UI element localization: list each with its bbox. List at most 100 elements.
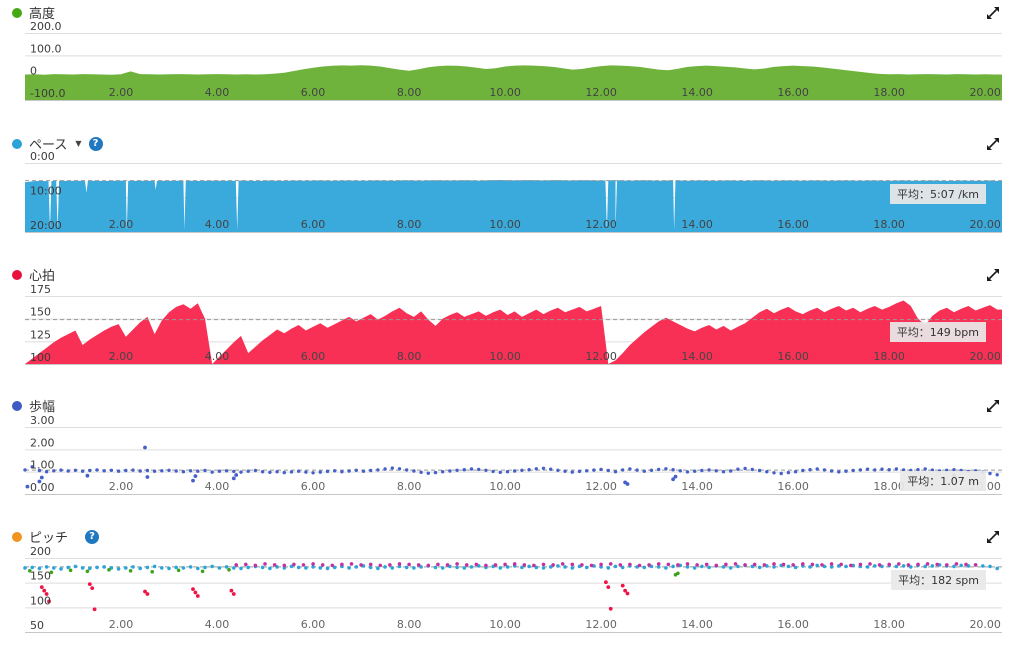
svg-text:20.00: 20.00 bbox=[969, 218, 1001, 231]
help-icon[interactable]: ? bbox=[88, 136, 103, 151]
svg-text:8.00: 8.00 bbox=[397, 350, 422, 363]
svg-text:10.00: 10.00 bbox=[489, 618, 521, 631]
svg-text:6.00: 6.00 bbox=[301, 618, 326, 631]
chart-header: 高度 bbox=[12, 3, 55, 22]
svg-text:6.00: 6.00 bbox=[301, 480, 326, 493]
svg-text:10.00: 10.00 bbox=[489, 480, 521, 493]
chevron-down-icon[interactable]: ▼ bbox=[75, 139, 82, 148]
svg-text:8.00: 8.00 bbox=[397, 480, 422, 493]
svg-text:2.00: 2.00 bbox=[109, 618, 134, 631]
svg-text:10.00: 10.00 bbox=[489, 86, 521, 99]
pace-series-dot-icon bbox=[12, 138, 22, 149]
svg-text:1.00: 1.00 bbox=[30, 459, 55, 472]
svg-text:12.00: 12.00 bbox=[585, 218, 617, 231]
svg-text:100: 100 bbox=[30, 351, 51, 364]
expand-icon[interactable] bbox=[986, 268, 1000, 282]
stride-average-label: 平均：1.07 m bbox=[900, 471, 986, 491]
svg-text:16.00: 16.00 bbox=[777, 480, 809, 493]
expand-icon[interactable] bbox=[986, 137, 1000, 151]
svg-text:150: 150 bbox=[30, 570, 51, 583]
svg-text:200: 200 bbox=[30, 545, 51, 558]
svg-text:50: 50 bbox=[30, 619, 44, 632]
heart-rate-series-dot-icon bbox=[12, 269, 22, 280]
svg-text:16.00: 16.00 bbox=[777, 618, 809, 631]
svg-text:4.00: 4.00 bbox=[205, 480, 230, 493]
svg-text:125: 125 bbox=[30, 328, 51, 341]
svg-text:14.00: 14.00 bbox=[681, 218, 713, 231]
svg-text:12.00: 12.00 bbox=[585, 480, 617, 493]
heart-rate-plot[interactable]: 175 150 125 100 2.00 4.00 6.00 8.00 10.00 12.00 14… bbox=[0, 262, 1024, 378]
chart-title: 心拍 bbox=[29, 269, 56, 284]
svg-text:0: 0 bbox=[30, 65, 37, 78]
svg-text:18.00: 18.00 bbox=[873, 86, 905, 99]
chart-header: 心拍 bbox=[12, 265, 55, 284]
svg-text:0.00: 0.00 bbox=[30, 481, 55, 494]
stride-length-plot[interactable]: 3.00 2.00 1.00 0.00 2.00 4.00 6.00 8.00 10.00 12.… bbox=[0, 393, 1024, 509]
help-icon[interactable]: ? bbox=[85, 529, 100, 544]
svg-text:175: 175 bbox=[30, 283, 51, 296]
svg-text:6.00: 6.00 bbox=[301, 350, 326, 363]
svg-text:2.00: 2.00 bbox=[109, 86, 134, 99]
chart-title: 高度 bbox=[29, 7, 56, 22]
svg-text:14.00: 14.00 bbox=[681, 350, 713, 363]
svg-text:14.00: 14.00 bbox=[681, 86, 713, 99]
expand-icon[interactable] bbox=[986, 399, 1000, 413]
svg-text:2.00: 2.00 bbox=[109, 350, 134, 363]
svg-text:12.00: 12.00 bbox=[585, 618, 617, 631]
svg-text:10.00: 10.00 bbox=[489, 350, 521, 363]
svg-text:20.00: 20.00 bbox=[969, 618, 1001, 631]
expand-icon[interactable] bbox=[986, 530, 1000, 544]
svg-text:18.00: 18.00 bbox=[873, 480, 905, 493]
svg-text:14.00: 14.00 bbox=[681, 618, 713, 631]
cadence-average-label: 平均：182 spm bbox=[891, 570, 986, 590]
svg-text:100: 100 bbox=[30, 594, 51, 607]
svg-text:20.00: 20.00 bbox=[969, 86, 1001, 99]
svg-text:16.00: 16.00 bbox=[777, 350, 809, 363]
chart-heart-rate: 175 150 125 100 2.00 4.00 6.00 8.00 10.00 12.00 14… bbox=[0, 262, 1024, 378]
chart-elevation: 200.0 100.0 0 -100.0 2.00 4.00 6.00 8.00 10.00 12… bbox=[0, 0, 1024, 116]
chart-header: ペース ▼ ? bbox=[12, 134, 103, 153]
chart-title: ピッチ bbox=[29, 531, 69, 546]
svg-text:20.00: 20.00 bbox=[969, 350, 1001, 363]
svg-text:8.00: 8.00 bbox=[397, 86, 422, 99]
svg-text:12.00: 12.00 bbox=[585, 86, 617, 99]
svg-text:0:00: 0:00 bbox=[30, 150, 55, 163]
svg-text:10.00: 10.00 bbox=[489, 218, 521, 231]
expand-icon[interactable] bbox=[986, 6, 1000, 20]
chart-cadence: 200 150 100 50 2.00 4.00 6.00 8.00 10.00 12.00 14.… bbox=[0, 524, 1024, 646]
chart-title: 歩幅 bbox=[29, 400, 56, 415]
svg-text:16.00: 16.00 bbox=[777, 218, 809, 231]
svg-text:4.00: 4.00 bbox=[205, 86, 230, 99]
svg-text:12.00: 12.00 bbox=[585, 350, 617, 363]
cadence-series-dot-icon bbox=[12, 531, 22, 542]
svg-text:4.00: 4.00 bbox=[205, 618, 230, 631]
svg-text:-100.0: -100.0 bbox=[30, 87, 65, 100]
chart-stride-length: 3.00 2.00 1.00 0.00 2.00 4.00 6.00 8.00 10.00 12.… bbox=[0, 393, 1024, 509]
svg-text:150: 150 bbox=[30, 306, 51, 319]
cadence-plot[interactable]: 200 150 100 50 2.00 4.00 6.00 8.00 10.00 12.00 14.… bbox=[0, 524, 1024, 646]
elevation-series-dot-icon bbox=[12, 7, 22, 18]
elevation-plot[interactable]: 200.0 100.0 0 -100.0 2.00 4.00 6.00 8.00 10.00 12… bbox=[0, 0, 1024, 116]
pace-plot[interactable]: 0:00 10:00 20:00 2.00 4.00 6.00 8.00 10.00 12.00… bbox=[0, 131, 1024, 247]
svg-text:8.00: 8.00 bbox=[397, 618, 422, 631]
svg-text:100.0: 100.0 bbox=[30, 42, 62, 55]
svg-text:10:00: 10:00 bbox=[30, 185, 62, 198]
svg-text:18.00: 18.00 bbox=[873, 618, 905, 631]
chart-header: 歩幅 bbox=[12, 396, 55, 415]
svg-text:16.00: 16.00 bbox=[777, 86, 809, 99]
svg-text:20:00: 20:00 bbox=[30, 219, 62, 232]
svg-text:3.00: 3.00 bbox=[30, 414, 55, 427]
svg-text:2.00: 2.00 bbox=[109, 218, 134, 231]
svg-text:18.00: 18.00 bbox=[873, 218, 905, 231]
pace-average-label: 平均：5:07 /km bbox=[890, 184, 986, 204]
svg-text:14.00: 14.00 bbox=[681, 480, 713, 493]
svg-text:4.00: 4.00 bbox=[205, 350, 230, 363]
svg-text:18.00: 18.00 bbox=[873, 350, 905, 363]
svg-text:2.00: 2.00 bbox=[30, 436, 55, 449]
chart-pace: 0:00 10:00 20:00 2.00 4.00 6.00 8.00 10.00 12.00… bbox=[0, 131, 1024, 247]
svg-text:4.00: 4.00 bbox=[205, 218, 230, 231]
chart-title: ペース bbox=[29, 138, 68, 153]
svg-text:2.00: 2.00 bbox=[109, 480, 134, 493]
stride-series-dot-icon bbox=[12, 400, 22, 411]
